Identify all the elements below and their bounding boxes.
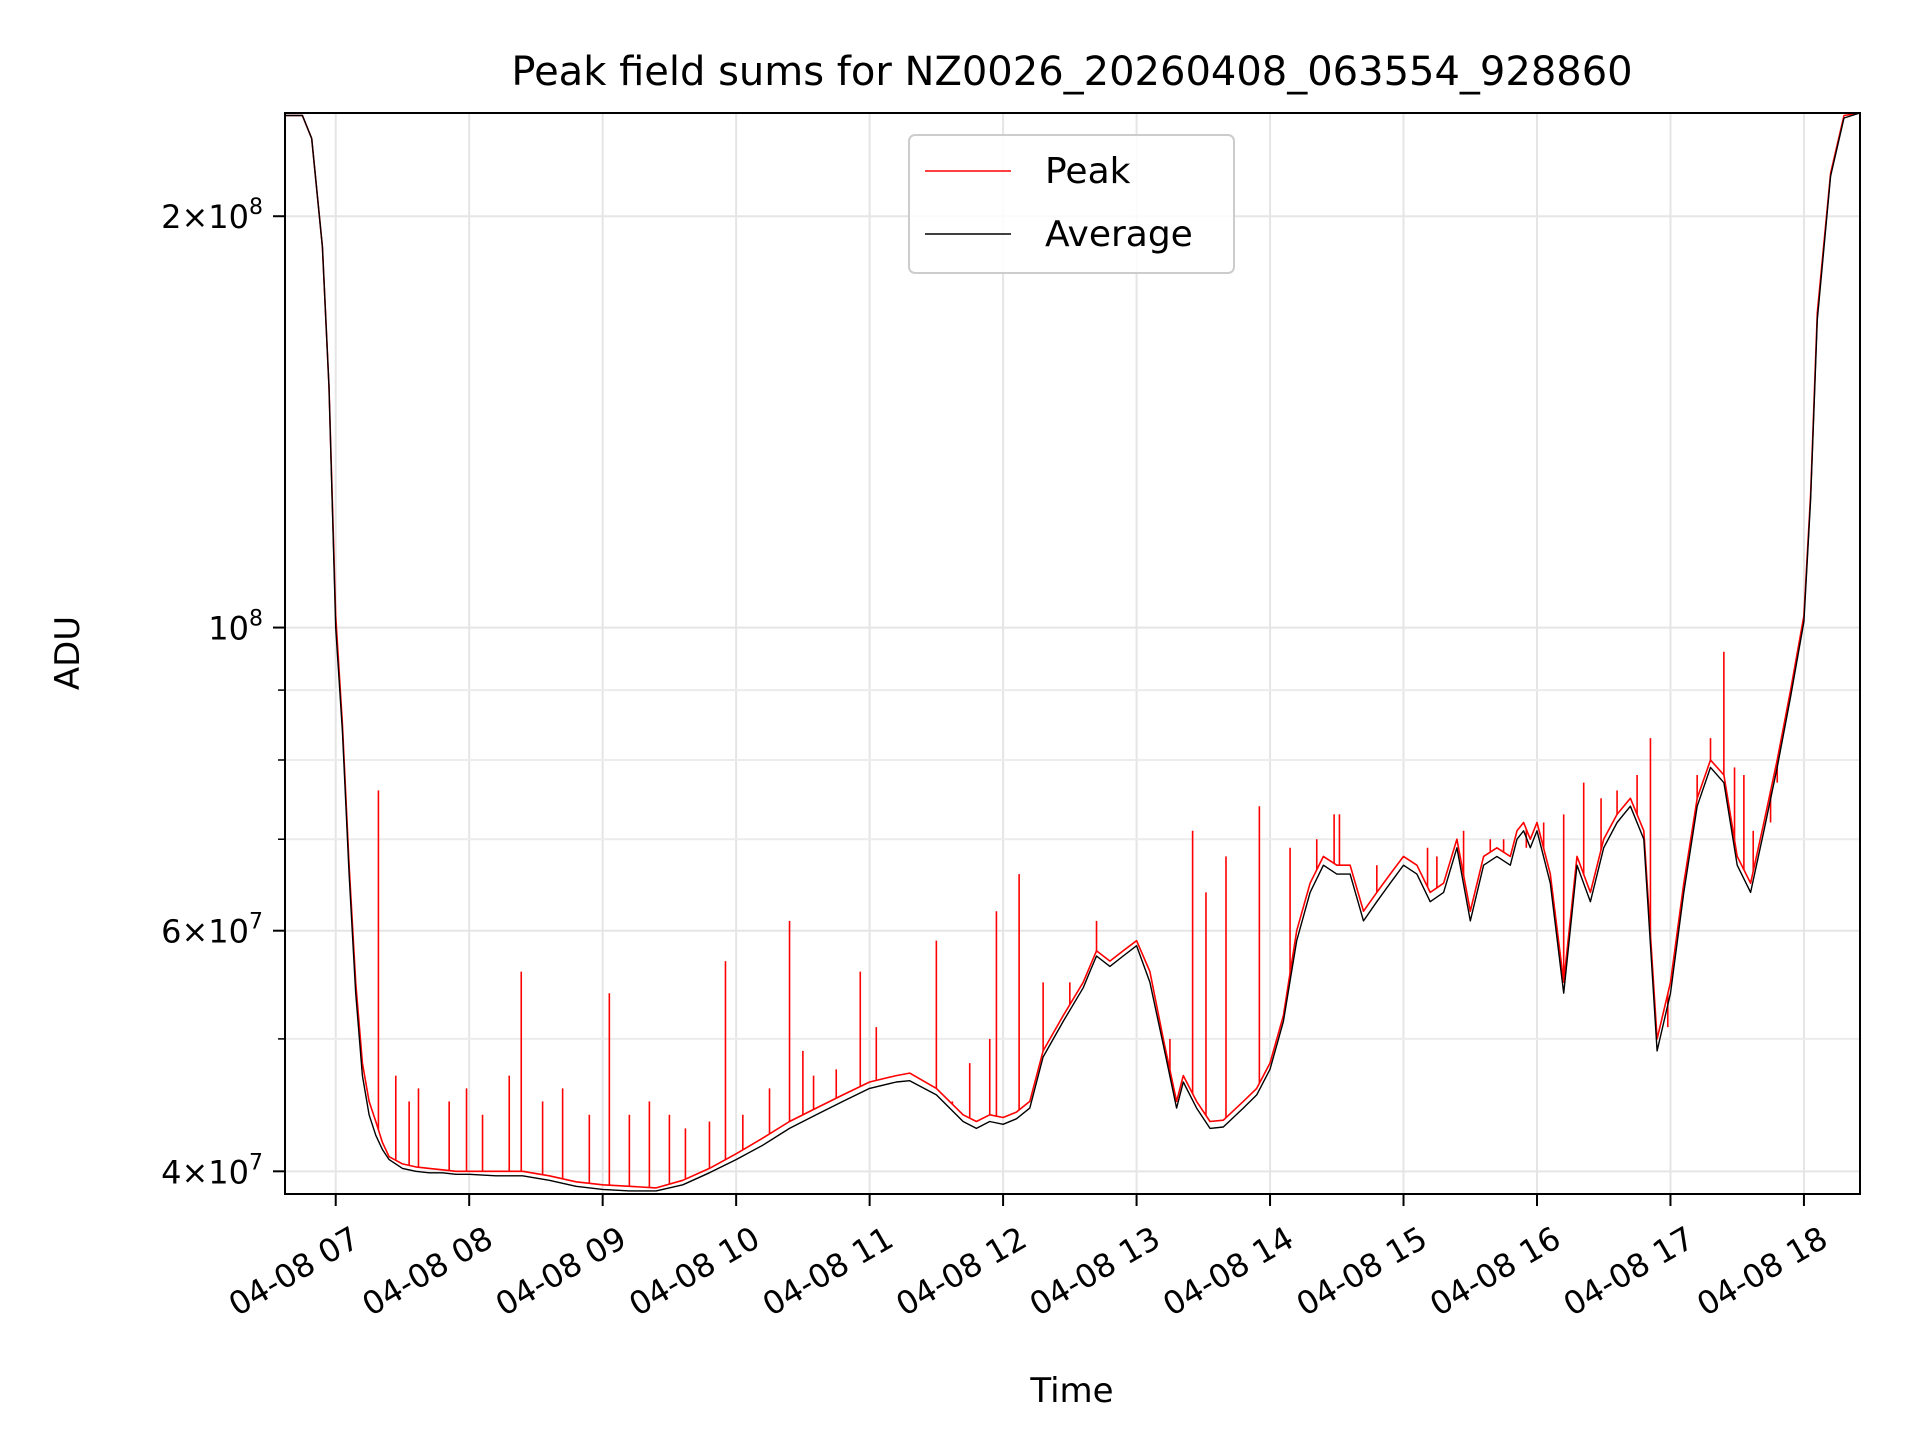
chart-title: Peak field sums for NZ0026_20260408_0635… xyxy=(511,49,1632,95)
legend-average-label: Average xyxy=(1045,214,1193,255)
y-tick-label: 6×107 xyxy=(161,910,263,951)
x-axis-label: Time xyxy=(1029,1371,1113,1411)
y-axis-label: ADU xyxy=(48,616,88,690)
legend: Peak Average xyxy=(908,134,1235,274)
y-tick-label: 108 xyxy=(208,607,263,648)
legend-box xyxy=(908,134,1235,274)
legend-peak-label: Peak xyxy=(1045,151,1131,192)
plot-area xyxy=(285,112,1861,1192)
y-tick-label: 2×108 xyxy=(161,195,263,236)
average-series-line xyxy=(285,112,1861,1192)
peak-series-line xyxy=(285,112,1861,1189)
y-tick-label: 4×107 xyxy=(161,1150,263,1191)
axes-frame xyxy=(284,112,1861,1195)
y-axis: 4×107 6×107 108 2×108 xyxy=(161,195,285,1191)
grid xyxy=(285,113,1860,1194)
